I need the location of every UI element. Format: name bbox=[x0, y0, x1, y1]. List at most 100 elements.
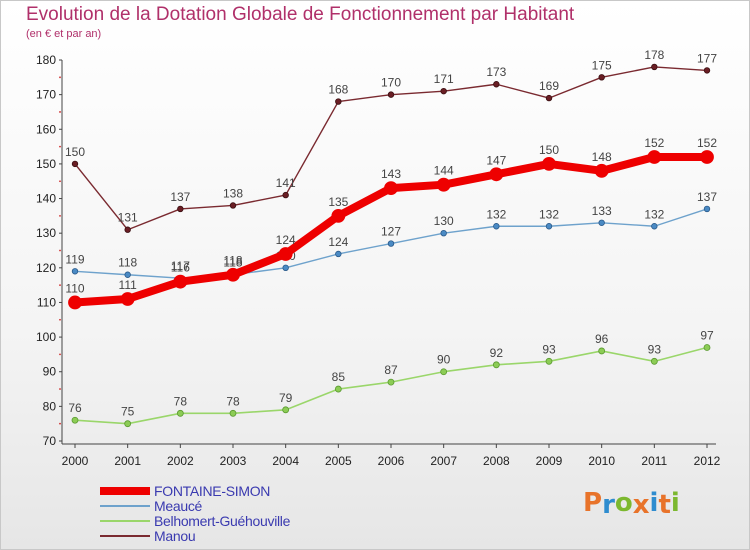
proxiti-logo: Proxiti bbox=[583, 488, 680, 520]
logo-letter: i bbox=[649, 488, 659, 518]
data-point-fontaine-simon bbox=[120, 292, 135, 306]
y-tick-label: 110 bbox=[37, 295, 56, 309]
data-label-fontaine-simon: 152 bbox=[697, 136, 717, 150]
data-point-meauce bbox=[387, 240, 395, 247]
data-point-manou bbox=[124, 226, 131, 233]
data-label-belhomert-guehouville: 92 bbox=[490, 346, 504, 360]
data-point-meauce bbox=[282, 264, 289, 272]
legend-swatch bbox=[100, 535, 150, 537]
data-label-manou: 168 bbox=[328, 83, 348, 97]
logo-letter: x bbox=[632, 490, 650, 520]
data-label-manou: 175 bbox=[592, 58, 612, 72]
x-tick-label: 2002 bbox=[167, 454, 194, 468]
data-point-manou bbox=[335, 98, 342, 105]
data-point-belhomert-guehouville bbox=[650, 357, 658, 365]
data-label-manou: 169 bbox=[539, 79, 559, 93]
y-tick-label: 100 bbox=[36, 330, 56, 344]
data-point-manou bbox=[387, 91, 395, 98]
y-tick-label: 140 bbox=[36, 192, 56, 206]
data-label-belhomert-guehouville: 96 bbox=[595, 332, 609, 346]
y-minor-tick bbox=[59, 145, 61, 148]
data-label-meauce: 130 bbox=[434, 214, 454, 228]
data-label-meauce: 124 bbox=[328, 235, 348, 249]
y-minor-tick bbox=[59, 284, 61, 287]
data-point-manou bbox=[282, 191, 289, 199]
x-tick-label: 2009 bbox=[536, 454, 563, 468]
data-point-fontaine-simon bbox=[647, 150, 662, 164]
data-label-fontaine-simon: 152 bbox=[644, 136, 664, 150]
logo-letter: o bbox=[614, 488, 633, 518]
x-tick-label: 2011 bbox=[641, 454, 667, 468]
data-point-belhomert-guehouville bbox=[124, 420, 132, 428]
data-point-manou bbox=[177, 205, 184, 213]
data-label-meauce: 132 bbox=[644, 207, 664, 221]
data-label-belhomert-guehouville: 76 bbox=[68, 401, 82, 415]
x-tick-label: 2006 bbox=[378, 454, 405, 468]
series-line-belhomert-guehouville bbox=[74, 346, 708, 425]
data-point-belhomert-guehouville bbox=[440, 368, 448, 376]
legend-label: FONTAINE-SIMON bbox=[154, 483, 271, 499]
y-minor-tick bbox=[59, 388, 61, 390]
x-tick-label: 2012 bbox=[694, 454, 721, 468]
y-minor-tick bbox=[59, 111, 61, 113]
data-label-manou: 170 bbox=[381, 76, 401, 90]
data-label-manou: 137 bbox=[170, 190, 190, 204]
data-point-fontaine-simon bbox=[331, 208, 346, 223]
data-point-manou bbox=[545, 94, 553, 102]
y-minor-tick bbox=[59, 214, 61, 217]
data-point-manou bbox=[651, 63, 658, 71]
data-point-meauce bbox=[71, 268, 79, 275]
data-label-fontaine-simon: 124 bbox=[276, 233, 296, 247]
data-point-belhomert-guehouville bbox=[334, 385, 342, 393]
x-tick-label: 2004 bbox=[272, 454, 299, 468]
data-point-belhomert-guehouville bbox=[598, 347, 606, 355]
data-label-belhomert-guehouville: 78 bbox=[226, 394, 240, 408]
data-label-belhomert-guehouville: 75 bbox=[121, 405, 135, 419]
data-point-fontaine-simon bbox=[436, 177, 451, 192]
data-label-fontaine-simon: 143 bbox=[381, 167, 401, 181]
data-point-belhomert-guehouville bbox=[229, 409, 237, 417]
data-point-meauce bbox=[124, 271, 131, 278]
data-point-manou bbox=[229, 202, 237, 209]
data-label-meauce: 137 bbox=[697, 190, 717, 204]
y-tick-label: 130 bbox=[36, 226, 56, 240]
series-line-manou bbox=[74, 66, 708, 231]
legend-swatch bbox=[100, 487, 150, 495]
y-minor-tick bbox=[59, 76, 61, 79]
logo-letter: r bbox=[602, 490, 615, 520]
data-label-fontaine-simon: 147 bbox=[486, 153, 506, 167]
y-tick-label: 150 bbox=[36, 157, 56, 171]
y-tick-label: 120 bbox=[36, 261, 56, 275]
y-tick-label: 70 bbox=[43, 434, 57, 448]
data-point-meauce bbox=[703, 205, 711, 213]
data-label-manou: 141 bbox=[276, 176, 296, 190]
data-label-fontaine-simon: 150 bbox=[539, 143, 559, 157]
x-tick-label: 2000 bbox=[62, 454, 89, 468]
data-label-belhomert-guehouville: 97 bbox=[700, 328, 714, 342]
data-label-manou: 178 bbox=[644, 48, 664, 62]
y-minor-tick bbox=[59, 422, 61, 425]
data-point-belhomert-guehouville bbox=[703, 344, 711, 351]
chart-title: Evolution de la Dotation Globale de Fonc… bbox=[26, 4, 575, 25]
y-tick-label: 180 bbox=[36, 53, 56, 67]
legend-swatch bbox=[100, 505, 150, 507]
data-point-fontaine-simon bbox=[68, 295, 82, 310]
data-point-manou bbox=[703, 67, 711, 74]
data-label-manou: 171 bbox=[434, 72, 454, 86]
data-label-fontaine-simon: 148 bbox=[592, 150, 612, 164]
data-point-fontaine-simon bbox=[173, 274, 188, 289]
x-tick-label: 2001 bbox=[114, 454, 141, 468]
data-label-fontaine-simon: 144 bbox=[434, 164, 454, 178]
data-label-meauce: 118 bbox=[118, 256, 137, 270]
data-label-fontaine-simon: 135 bbox=[328, 195, 348, 209]
x-tick-label: 2008 bbox=[483, 454, 510, 468]
data-point-belhomert-guehouville bbox=[176, 409, 184, 417]
data-point-manou bbox=[71, 160, 79, 168]
data-point-belhomert-guehouville bbox=[492, 361, 500, 369]
data-label-manou: 177 bbox=[697, 51, 717, 65]
data-point-fontaine-simon bbox=[489, 167, 504, 182]
data-label-meauce: 117 bbox=[171, 259, 190, 273]
y-minor-tick bbox=[59, 180, 61, 183]
data-label-belhomert-guehouville: 87 bbox=[384, 363, 398, 377]
x-tick-label: 2010 bbox=[588, 454, 615, 468]
